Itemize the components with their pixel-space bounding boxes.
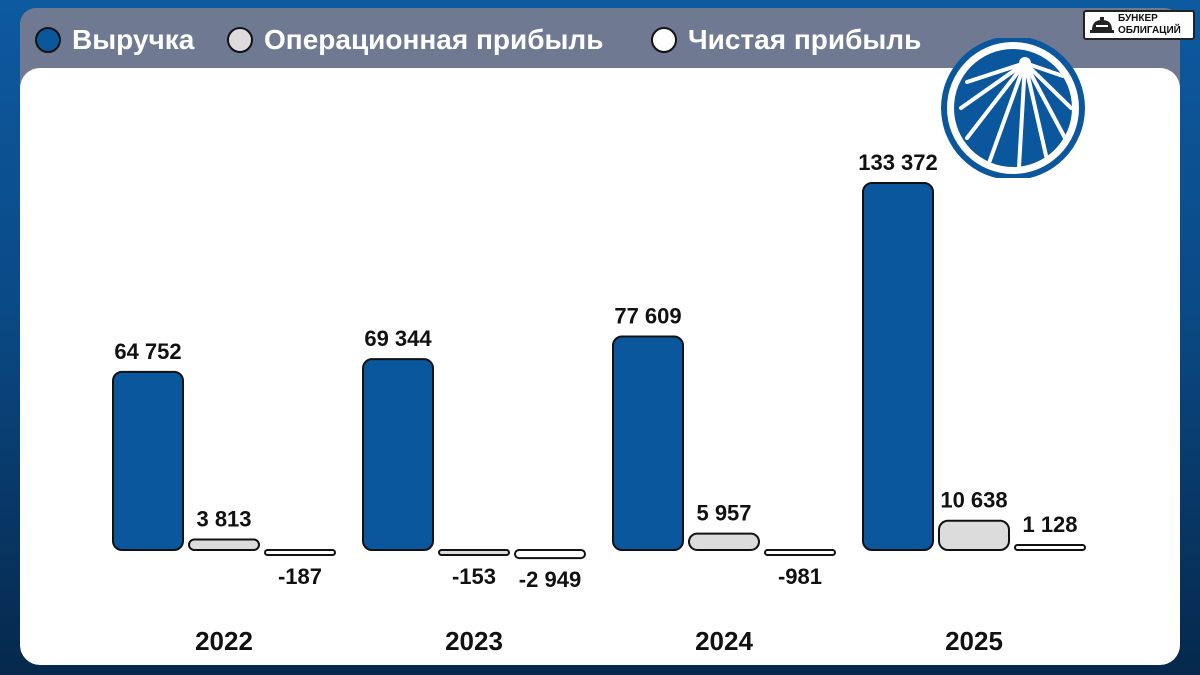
bunker-icon	[1090, 17, 1114, 33]
brand-badge: БУНКЕР ОБЛИГАЦИЙ	[1083, 10, 1195, 40]
brand-line-1: БУНКЕР	[1118, 13, 1158, 24]
bar-net-profit-2023	[514, 549, 586, 560]
x-tick-label-2022: 2022	[195, 626, 253, 656]
bar-operating-profit-2025	[938, 519, 1010, 552]
data-label-operating-profit-2025: 10 638	[940, 488, 1007, 513]
x-tick-label-2024: 2024	[695, 626, 753, 656]
bar-revenue-2023	[362, 358, 434, 551]
data-label-revenue-2022: 64 752	[114, 339, 181, 364]
data-label-net-profit-2025: 1 128	[1022, 512, 1077, 537]
legend-dot-revenue	[35, 27, 61, 53]
legend-item-operating-profit: Операционная прибыль	[227, 20, 603, 60]
legend-dot-operating-profit	[227, 27, 253, 53]
data-label-operating-profit-2023: -153	[452, 564, 496, 589]
bar-revenue-2024	[612, 335, 684, 551]
bar-revenue-2025	[862, 182, 934, 551]
data-label-revenue-2025: 133 372	[858, 150, 938, 175]
bar-revenue-2022	[112, 370, 184, 551]
legend-dot-net-profit	[651, 27, 677, 53]
bar-operating-profit-2023	[438, 549, 510, 556]
bar-net-profit-2025	[1014, 544, 1086, 551]
data-label-revenue-2024: 77 609	[614, 303, 681, 328]
data-label-net-profit-2022: -187	[278, 564, 322, 589]
brand-line-2: ОБЛИГАЦИЙ	[1118, 25, 1181, 36]
data-label-operating-profit-2022: 3 813	[196, 507, 251, 532]
bar-operating-profit-2024	[688, 532, 760, 551]
bar-operating-profit-2022	[188, 538, 260, 551]
legend-label-revenue: Выручка	[72, 24, 195, 55]
legend-item-net-profit: Чистая прибыль	[651, 20, 921, 60]
legend-label-operating-profit: Операционная прибыль	[264, 24, 604, 55]
legend-item-revenue: Выручка	[35, 20, 194, 60]
x-tick-label-2025: 2025	[945, 626, 1003, 656]
data-label-revenue-2023: 69 344	[364, 326, 432, 351]
x-tick-label-2023: 2023	[445, 626, 503, 656]
legend-label-net-profit: Чистая прибыль	[688, 24, 922, 55]
bar-net-profit-2024	[764, 549, 836, 556]
brand-logo-icon	[941, 38, 1085, 178]
data-label-net-profit-2024: -981	[778, 564, 822, 589]
data-label-net-profit-2023: -2 949	[519, 567, 581, 592]
data-label-operating-profit-2024: 5 957	[696, 501, 751, 526]
bar-net-profit-2022	[264, 549, 336, 556]
